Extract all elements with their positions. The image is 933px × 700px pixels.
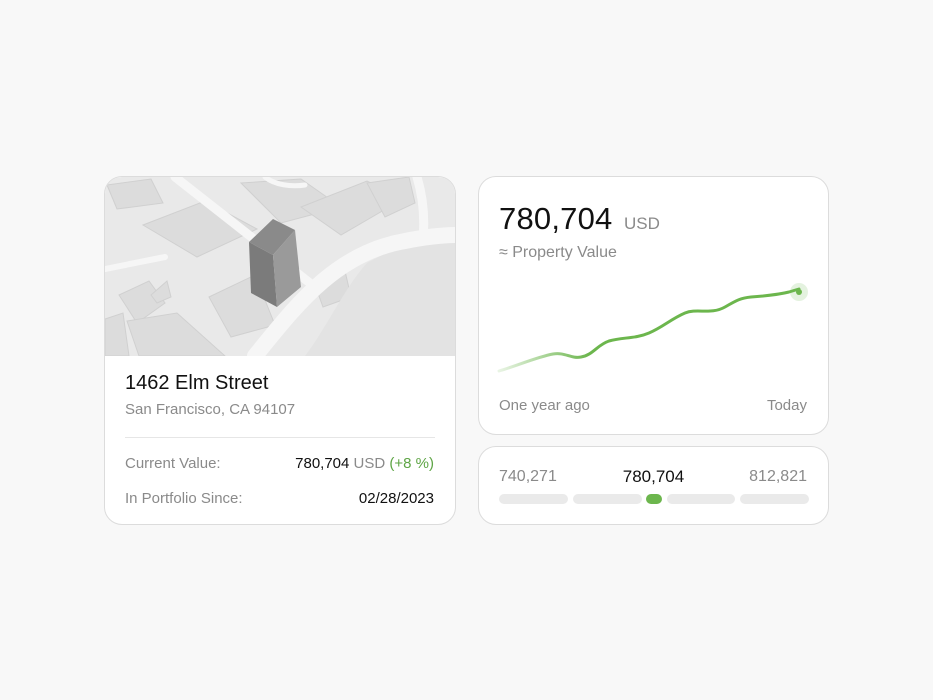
axis-start-label: One year ago: [499, 397, 590, 414]
range-high-value: 812,821: [749, 468, 807, 485]
range-segment: [499, 494, 568, 504]
building-icon: [249, 219, 301, 307]
range-low-value: 740,271: [499, 468, 557, 485]
range-segment: [667, 494, 735, 504]
portfolio-since-label: In Portfolio Since:: [125, 490, 243, 507]
property-city: San Francisco, CA 94107: [125, 401, 296, 418]
property-value-card[interactable]: 780,704 USD ≈ Property Value One year ag…: [478, 176, 829, 435]
current-value-label: Current Value:: [125, 455, 221, 472]
range-segment: [573, 494, 642, 504]
range-segment: [740, 494, 809, 504]
value-amount: 780,704: [499, 201, 613, 236]
property-address: 1462 Elm Street: [125, 372, 269, 394]
value-trend-line: [497, 287, 801, 373]
current-value-currency: USD: [353, 455, 386, 472]
property-map[interactable]: [105, 177, 456, 356]
value-range-card[interactable]: 740,271 780,704 812,821: [478, 446, 829, 525]
today-point: [796, 289, 802, 295]
current-value-change: (+8 %): [389, 455, 434, 472]
divider: [125, 437, 435, 438]
value-trend-chart: [497, 283, 808, 373]
property-card[interactable]: 1462 Elm Street San Francisco, CA 94107 …: [104, 176, 456, 525]
axis-end-label: Today: [766, 397, 807, 414]
range-estimate-marker[interactable]: [646, 494, 662, 504]
range-estimate-value: 780,704: [622, 467, 685, 486]
value-label: ≈ Property Value: [499, 244, 617, 261]
current-value-amount: 780,704: [295, 455, 350, 472]
portfolio-since-date: 02/28/2023: [358, 490, 434, 507]
value-currency: USD: [624, 214, 660, 233]
current-value: 780,704 USD (+8 %): [295, 455, 434, 472]
